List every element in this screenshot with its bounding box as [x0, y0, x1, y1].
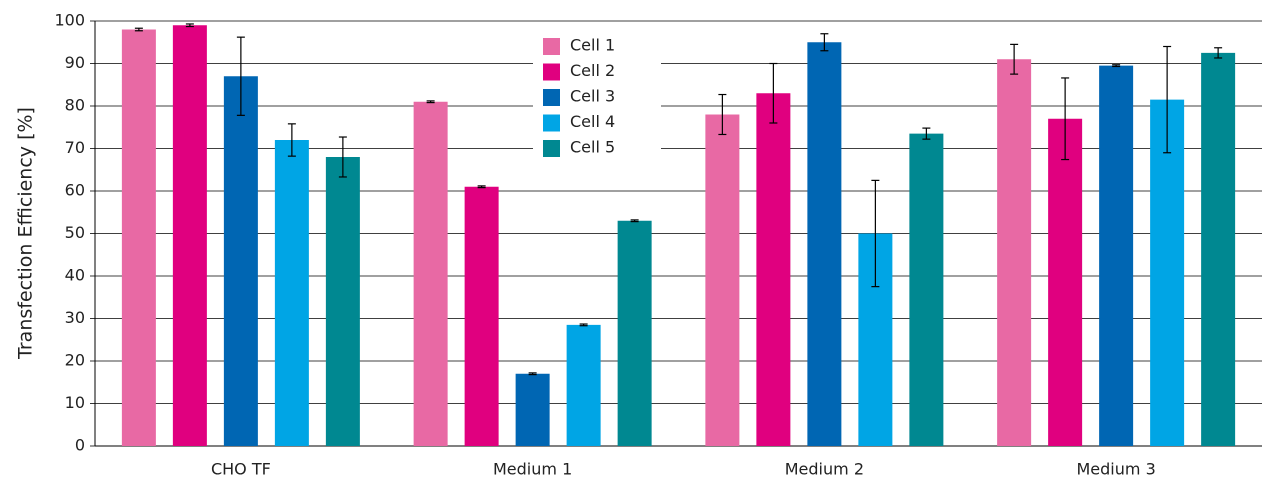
y-tick-label: 0	[75, 436, 85, 455]
error-bar	[1010, 43, 1019, 75]
error-bar	[426, 100, 435, 104]
bar	[705, 114, 740, 446]
legend-swatch	[543, 89, 560, 106]
bar	[325, 157, 360, 446]
error-bar	[871, 179, 880, 288]
error-bar	[1061, 77, 1070, 161]
bar	[515, 373, 550, 446]
error-bar	[922, 127, 931, 140]
bar	[1201, 52, 1236, 446]
bar	[617, 220, 652, 446]
legend-label: Cell 1	[570, 36, 615, 55]
bar	[909, 133, 944, 446]
error-bar	[1214, 47, 1223, 59]
error-bar	[185, 23, 194, 28]
bar	[172, 25, 207, 446]
error-bar	[236, 36, 245, 116]
legend-label: Cell 3	[570, 87, 615, 106]
bar	[1048, 118, 1083, 446]
x-tick-label: Medium 1	[493, 460, 572, 479]
legend-swatch	[543, 140, 560, 157]
y-tick-label: 60	[65, 181, 85, 200]
error-bar	[1112, 64, 1121, 68]
y-tick-label: 80	[65, 96, 85, 115]
y-axis-label: Transfection Efficiency [%]	[15, 107, 37, 360]
y-tick-label: 50	[65, 223, 85, 242]
y-tick-label: 70	[65, 138, 85, 157]
bar	[807, 42, 842, 446]
bar	[997, 59, 1032, 446]
error-bar	[287, 123, 296, 157]
bar	[464, 186, 499, 446]
error-bar	[820, 33, 829, 52]
error-bar	[1163, 45, 1172, 154]
legend-swatch	[543, 63, 560, 81]
error-bar	[630, 219, 639, 223]
y-tick-label: 90	[65, 53, 85, 72]
legend-swatch	[543, 114, 560, 132]
error-bar	[579, 323, 588, 327]
legend-label: Cell 4	[570, 112, 615, 131]
legend-swatch	[543, 38, 560, 55]
bar	[121, 29, 156, 446]
legend-label: Cell 5	[570, 138, 615, 157]
x-tick-label: Medium 2	[785, 460, 864, 479]
bar	[1099, 65, 1134, 446]
bar	[1150, 99, 1185, 446]
legend-label: Cell 2	[570, 61, 615, 80]
bar	[274, 140, 309, 446]
y-tick-label: 100	[54, 11, 85, 30]
error-bar	[718, 93, 727, 136]
x-tick-label: Medium 3	[1077, 460, 1156, 479]
error-bar	[769, 62, 778, 124]
y-tick-label: 40	[65, 266, 85, 285]
error-bar	[528, 372, 537, 376]
error-bar	[338, 136, 347, 178]
x-tick-label: CHO TF	[211, 460, 271, 479]
bar	[413, 101, 448, 446]
y-tick-label: 10	[65, 393, 85, 412]
bar	[223, 76, 258, 446]
bar	[566, 324, 601, 446]
bar	[756, 93, 791, 446]
error-bar	[477, 185, 486, 189]
y-tick-label: 30	[65, 308, 85, 327]
error-bar	[134, 27, 143, 32]
y-tick-label: 20	[65, 351, 85, 370]
